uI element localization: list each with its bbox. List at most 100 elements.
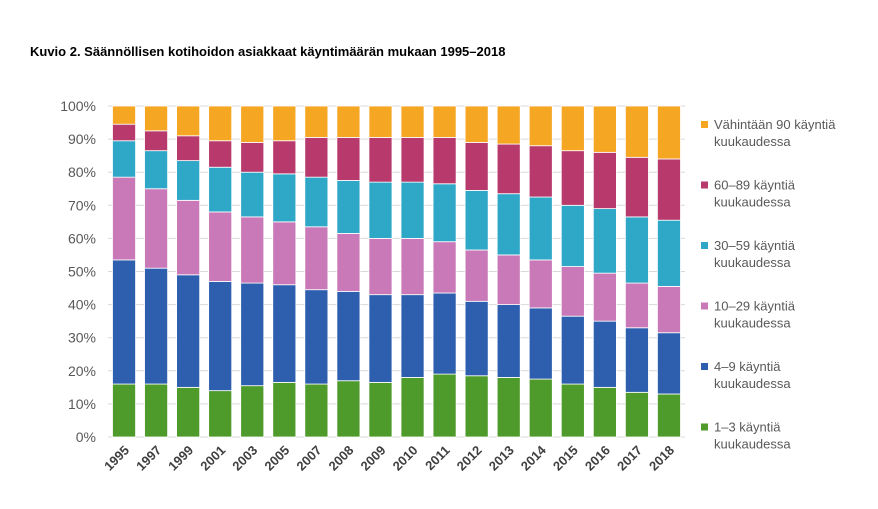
bar-segment-2014-s3 xyxy=(528,196,553,261)
bar-segment-2001-s0 xyxy=(208,390,233,438)
bar-segment-1995-s1 xyxy=(112,259,136,385)
bar-segment-2012-s2 xyxy=(464,249,489,302)
legend-label: kuukaudessa xyxy=(714,376,791,391)
bar-segment-2011-s0 xyxy=(432,373,457,438)
x-tick-label: 1999 xyxy=(165,443,196,474)
x-tick-label: 2012 xyxy=(454,443,485,474)
bar-segment-1997-s4 xyxy=(144,130,169,152)
bar-segment-2013-s2 xyxy=(496,254,521,305)
bar-segment-1995-s5 xyxy=(112,105,136,125)
bar-segment-2018-s2 xyxy=(657,285,681,334)
bar-segment-2001-s3 xyxy=(208,166,233,213)
x-axis: 1995 1997 1999 2001 2003 2005 2007 2008 2009 2010… xyxy=(101,442,677,474)
x-tick-label: 2001 xyxy=(197,443,228,474)
legend-swatch xyxy=(701,363,708,370)
bar-segment-2009-s3 xyxy=(368,181,393,239)
bar-segment-2008-s5 xyxy=(336,105,361,138)
bar-segment-2008-s3 xyxy=(336,180,361,234)
bar-segment-1995-s3 xyxy=(112,140,136,178)
bar-segment-2018-s4 xyxy=(657,158,681,221)
legend-swatch xyxy=(701,242,708,249)
x-tick-label: 2007 xyxy=(293,443,324,474)
bar-segment-2011-s2 xyxy=(432,241,457,294)
x-tick-label: 2017 xyxy=(614,443,645,474)
bar-segment-2003-s1 xyxy=(240,282,265,387)
y-tick-label: 100% xyxy=(60,98,96,114)
bar-segment-2015-s4 xyxy=(560,150,585,206)
bar-segment-2001-s4 xyxy=(208,140,233,168)
bar-segment-2014-s4 xyxy=(528,145,553,198)
bar-segment-2016-s1 xyxy=(592,320,617,388)
bar-segment-2014-s2 xyxy=(528,259,553,309)
bar-segment-2010-s5 xyxy=(400,105,425,138)
bar-segment-1997-s0 xyxy=(144,383,169,438)
legend-swatch xyxy=(701,423,708,431)
bar-segment-1997-s2 xyxy=(144,188,169,269)
bar-segment-2013-s0 xyxy=(496,377,521,438)
bar-segment-2016-s0 xyxy=(592,386,617,438)
bar-segment-2015-s2 xyxy=(560,266,585,317)
legend-label: 10–29 käyntiä xyxy=(714,299,796,314)
bar-segment-2015-s3 xyxy=(560,204,585,267)
bar-segment-2007-s1 xyxy=(304,289,329,385)
legend-label: 60–89 käyntiä xyxy=(714,178,796,193)
bar-segment-1995-s4 xyxy=(112,123,136,142)
bar-segment-1999-s0 xyxy=(176,386,201,438)
bar-segment-1999-s2 xyxy=(176,199,201,276)
bar-segment-2009-s0 xyxy=(368,381,393,438)
x-tick-label: 2018 xyxy=(646,443,677,474)
legend-label: kuukaudessa xyxy=(714,316,791,331)
bar-segment-2008-s2 xyxy=(336,233,361,292)
bar-segment-2003-s3 xyxy=(240,171,265,218)
y-tick-label: 0% xyxy=(76,429,96,445)
legend-swatch xyxy=(701,302,708,310)
bar-segment-2005-s3 xyxy=(272,173,297,223)
bar-segment-2013-s1 xyxy=(496,304,521,378)
bar-segment-2014-s5 xyxy=(528,105,553,147)
bar-segment-2005-s4 xyxy=(272,140,297,175)
y-tick-label: 90% xyxy=(68,131,96,147)
legend-label: 30–59 käyntiä xyxy=(714,238,796,253)
bar-segment-2003-s0 xyxy=(240,385,265,438)
bar-segment-1997-s1 xyxy=(144,267,169,385)
bar-segment-2001-s2 xyxy=(208,211,233,282)
bar-segment-1995-s2 xyxy=(112,176,136,261)
y-tick-label: 40% xyxy=(68,297,96,313)
x-tick-label: 2010 xyxy=(390,443,421,474)
y-tick-label: 70% xyxy=(68,197,96,213)
x-tick-label: 1995 xyxy=(101,443,132,474)
bar-segment-2005-s2 xyxy=(272,221,297,286)
bar-segment-2003-s2 xyxy=(240,216,265,284)
y-tick-label: 20% xyxy=(68,363,96,379)
bar-segment-2011-s3 xyxy=(432,183,457,243)
bar-segment-2016-s3 xyxy=(592,208,617,274)
bar-segment-2012-s1 xyxy=(464,300,489,377)
bar-segment-2007-s0 xyxy=(304,383,329,438)
legend-label: kuukaudessa xyxy=(714,195,791,210)
bar-segment-2011-s5 xyxy=(432,105,457,138)
bar-segment-2012-s4 xyxy=(464,142,489,191)
bar-segment-1999-s5 xyxy=(176,105,201,137)
x-tick-label: 2008 xyxy=(325,443,356,474)
bar-segment-1999-s1 xyxy=(176,274,201,388)
bar-segment-2007-s2 xyxy=(304,226,329,291)
legend-label: Vähintään 90 käyntiä xyxy=(714,117,836,132)
bar-segment-2007-s5 xyxy=(304,105,329,138)
bar-segment-2015-s0 xyxy=(560,383,585,438)
bar-segment-1997-s5 xyxy=(144,105,169,132)
bar-segment-2017-s2 xyxy=(624,282,649,329)
y-tick-label: 30% xyxy=(68,330,96,346)
bar-segment-2009-s5 xyxy=(368,105,393,138)
bar-segment-2008-s4 xyxy=(336,137,361,181)
legend: Vähintään 90 käyntiä kuukaudessa 60–89 käy… xyxy=(701,117,836,452)
y-tick-label: 80% xyxy=(68,164,96,180)
x-tick-label: 2005 xyxy=(261,443,292,474)
bar-segment-2010-s0 xyxy=(400,377,425,438)
bar-segment-2008-s1 xyxy=(336,290,361,382)
bar-segment-2016-s4 xyxy=(592,151,617,210)
bar-segment-2016-s5 xyxy=(592,105,617,153)
bar-segment-2007-s4 xyxy=(304,137,329,178)
y-tick-label: 60% xyxy=(68,230,96,246)
bar-segment-2018-s1 xyxy=(657,332,681,395)
x-tick-label: 2015 xyxy=(550,443,581,474)
